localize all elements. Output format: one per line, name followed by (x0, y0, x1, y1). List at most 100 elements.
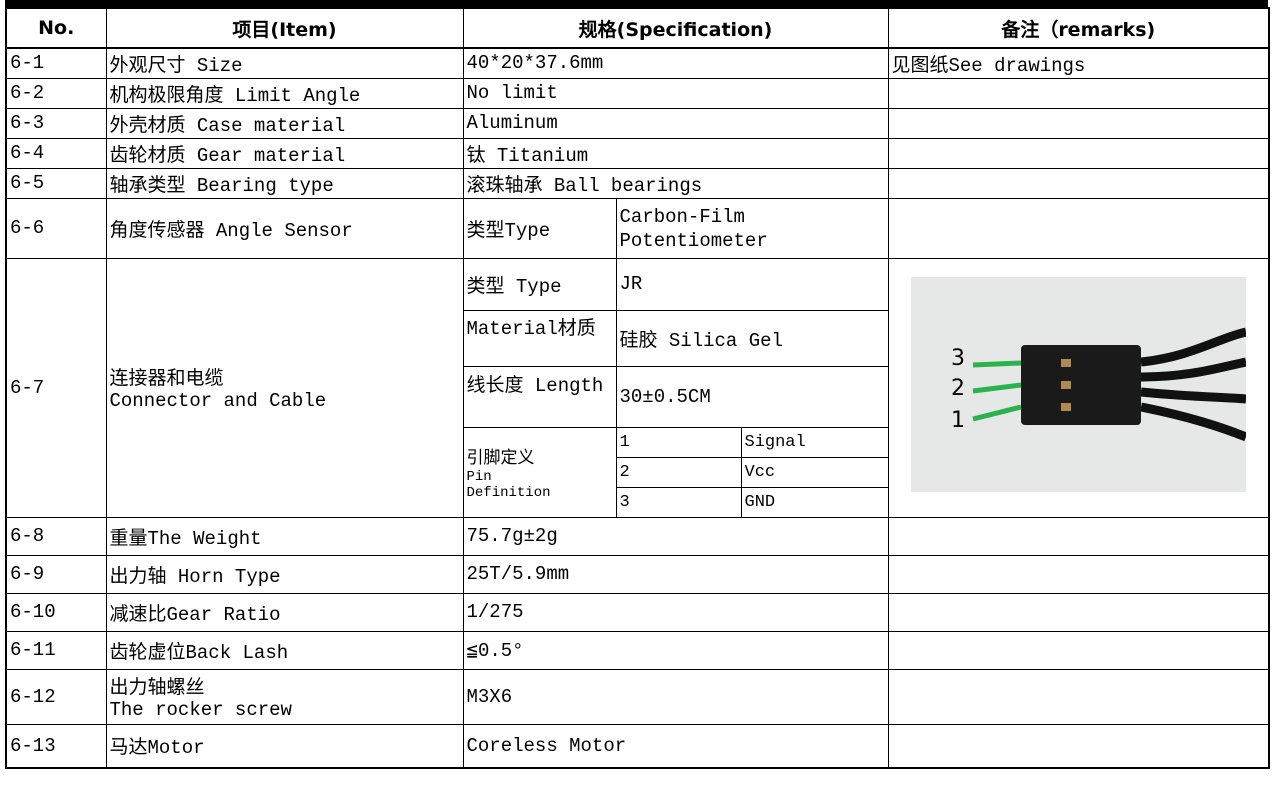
header-cell: 备注（remarks) (887, 7, 1270, 49)
spec-label-text: 引脚定义 (466, 450, 535, 469)
pin-label: 1 (951, 408, 965, 433)
item-line: 出力轴螺丝 (109, 677, 205, 699)
item: 马达Motor (105, 723, 464, 769)
spec: 滚珠轴承 Ball bearings (462, 167, 889, 199)
no: 6-11 (5, 630, 107, 670)
spec-value: 30±0.5CM (615, 365, 889, 428)
item: 连接器和电缆 Connector and Cable (105, 257, 464, 518)
row: 6-12 出力轴螺丝 The rocker screw M3X6 (5, 668, 1270, 725)
spec-value-text: Carbon-Film Potentiometer (619, 206, 768, 252)
pin-no: 3 (615, 486, 742, 518)
remarks (887, 723, 1270, 769)
remarks (887, 137, 1270, 169)
spec-value: 硅胶 Silica Gel (615, 309, 889, 367)
row: 引脚定义 Pin Definition 1 Signal (6, 426, 1269, 518)
remarks (887, 554, 1270, 594)
spec-label-text: Material材质 (466, 318, 596, 340)
pin-name: GND (740, 486, 889, 518)
no: 6-3 (5, 107, 107, 139)
pin-no: 1 (615, 426, 742, 458)
no: 6-10 (5, 592, 107, 632)
row: 6-2 机构极限角度 Limit Angle No limit (5, 77, 1270, 109)
pin-no: 2 (615, 456, 742, 488)
row: 6-11 齿轮虚位Back Lash ≦0.5° (5, 630, 1270, 670)
spec: No limit (462, 77, 889, 109)
pin-markers (972, 360, 1022, 422)
remarks-image-cell: 3 2 1 (887, 257, 1270, 518)
pin-label: 2 (951, 376, 965, 401)
no: 6-1 (5, 47, 107, 79)
no: 6-13 (5, 723, 107, 769)
connector (1020, 345, 1141, 425)
row: 6-7 连接器和电缆 Connector and Cable 类型 Type JR… (5, 257, 1270, 518)
item-line: The rocker screw (109, 699, 292, 721)
no: 6-4 (5, 137, 107, 169)
pin-name: Signal (740, 426, 889, 458)
spec-value: Carbon-Film Potentiometer (615, 197, 889, 259)
item: 外观尺寸 Size (105, 47, 464, 79)
item: 齿轮虚位Back Lash (105, 630, 464, 670)
row: 6-9 出力轴 Horn Type 25T/5.9mm (5, 554, 1270, 594)
header-cell: 项目(Item) (105, 7, 464, 49)
spec-label: Material材质 (462, 309, 617, 367)
spec-label: 类型 Type (462, 257, 617, 311)
item: 齿轮材质 Gear material (105, 137, 464, 169)
row: 6-6 角度传感器 Angle Sensor 类型Type Carbon-Fil… (5, 197, 1270, 259)
spec: ≦0.5° (462, 630, 889, 670)
no: 6-9 (5, 554, 107, 594)
item: 重量The Weight (105, 516, 464, 556)
row: 6-4 齿轮材质 Gear material 钛 Titanium (5, 137, 1270, 169)
row: 2 Vcc (6, 456, 1269, 488)
item: 角度传感器 Angle Sensor (105, 197, 464, 259)
row: 6-1 外观尺寸 Size 40*20*37.6mm 见图纸See drawings (5, 47, 1270, 79)
spec-label-text: 线长度 Length (466, 374, 604, 397)
no: 6-5 (5, 167, 107, 199)
remarks (887, 630, 1270, 670)
row: 6-5 轴承类型 Bearing type 滚珠轴承 Ball bearings (5, 167, 1270, 199)
spec: 1/275 (462, 592, 889, 632)
spec: 25T/5.9mm (462, 554, 889, 594)
item-line: Connector and Cable (109, 390, 327, 412)
spec: 钛 Titanium (462, 137, 889, 169)
spec: M3X6 (462, 668, 889, 725)
no: 6-7 (5, 257, 107, 518)
spec-label: 线长度 Length (462, 365, 617, 428)
remarks (887, 167, 1270, 199)
item: 轴承类型 Bearing type (105, 167, 464, 199)
item: 机构极限角度 Limit Angle (105, 77, 464, 109)
item: 减速比Gear Ratio (105, 592, 464, 632)
row: 6-3 外壳材质 Case material Aluminum (5, 107, 1270, 139)
connector-photo: 3 2 1 (910, 277, 1248, 492)
remarks (887, 77, 1270, 109)
row: Material材质 硅胶 Silica Gel (6, 309, 1269, 367)
no: 6-6 (5, 197, 107, 259)
spec-value: JR (615, 257, 889, 311)
item: 外壳材质 Case material (105, 107, 464, 139)
remarks: 见图纸See drawings (887, 47, 1270, 79)
remarks (887, 197, 1270, 259)
spec-label: 类型Type (462, 197, 617, 259)
item: 出力轴螺丝 The rocker screw (105, 668, 464, 725)
spec-label: 引脚定义 Pin Definition (462, 426, 617, 518)
spec: 40*20*37.6mm (462, 47, 889, 79)
remarks (887, 516, 1270, 556)
pin-name: Vcc (740, 456, 889, 488)
spec: Aluminum (462, 107, 889, 139)
spec-table: No. 项目(Item) 规格(Specification) 备注（remark… (5, 7, 1270, 769)
pin-label: 3 (951, 346, 965, 371)
row: 6-8 重量The Weight 75.7g±2g (5, 516, 1270, 556)
header-row: No. 项目(Item) 规格(Specification) 备注（remark… (5, 7, 1270, 49)
remarks (887, 592, 1270, 632)
item: 出力轴 Horn Type (105, 554, 464, 594)
header-cell: No. (5, 7, 107, 49)
no: 6-12 (5, 668, 107, 725)
no: 6-2 (5, 77, 107, 109)
remarks (887, 107, 1270, 139)
spec: Coreless Motor (462, 723, 889, 769)
spec-label-en: Pin Definition (466, 469, 551, 501)
top-bar (5, 0, 1268, 7)
row: 6-13 马达Motor Coreless Motor (5, 723, 1270, 769)
header-cell: 规格(Specification) (462, 7, 889, 49)
cables (1139, 327, 1248, 442)
